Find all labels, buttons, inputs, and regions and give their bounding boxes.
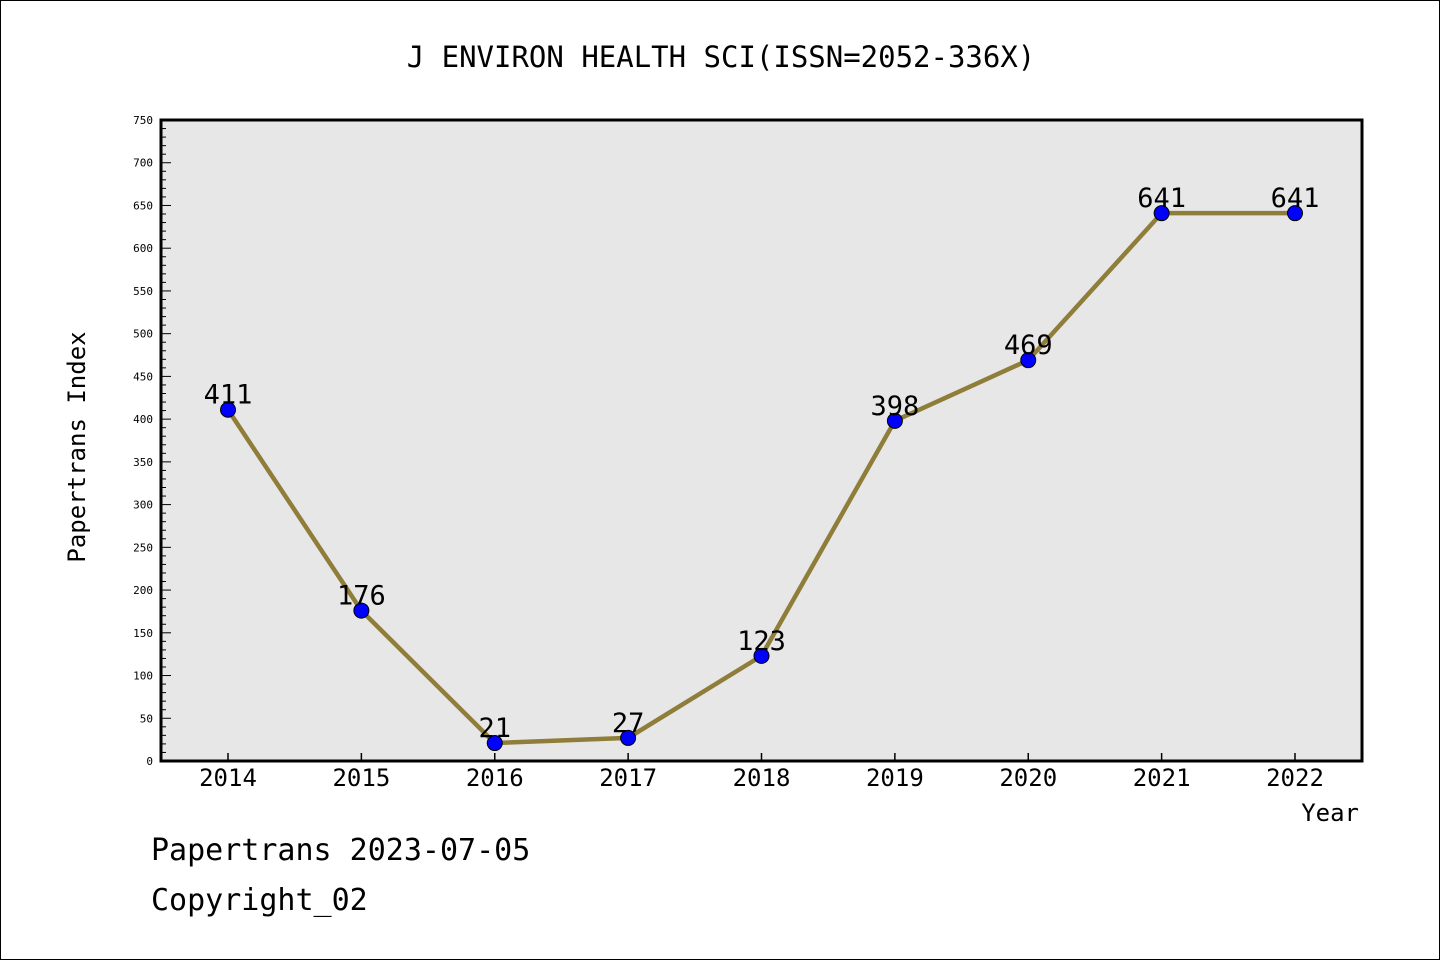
data-point <box>1153 205 1170 222</box>
y-axis: 0 50 100 150 200 250 300 350 400 450 500 550 600 650 7… <box>133 114 171 768</box>
data-point <box>620 729 637 746</box>
data-point <box>1287 205 1303 222</box>
plot-area <box>159 118 1364 763</box>
y-tick-label: 200 <box>133 584 153 597</box>
y-tick-label: 50 <box>140 712 153 725</box>
y-tick-label: 100 <box>133 670 153 683</box>
x-tick-label: 2016 <box>466 764 524 792</box>
data-labels: 411 176 21 27 123 398 469 641 641 <box>204 183 1320 744</box>
y-tick-label: 300 <box>133 499 153 512</box>
data-label: 469 <box>1004 330 1053 361</box>
data-point <box>486 735 503 752</box>
data-point <box>1020 352 1037 369</box>
data-point <box>220 401 236 418</box>
data-point <box>353 602 370 619</box>
data-point <box>886 412 903 429</box>
x-tick-label: 2017 <box>599 764 657 792</box>
y-tick-label: 0 <box>146 755 153 768</box>
data-label: 27 <box>612 708 645 739</box>
y-tick-label: 650 <box>133 199 153 212</box>
data-label: 411 <box>204 380 253 411</box>
data-point <box>753 647 770 664</box>
data-label: 398 <box>870 391 919 422</box>
data-label: 641 <box>1137 183 1186 214</box>
x-tick-label: 2019 <box>866 764 924 792</box>
y-tick-label: 500 <box>133 328 153 341</box>
data-points <box>220 205 1303 752</box>
y-axis-label: Papertrans Index <box>63 331 91 562</box>
footer-date: Papertrans 2023-07-05 <box>151 833 531 868</box>
data-label: 641 <box>1271 183 1320 214</box>
y-tick-label: 750 <box>133 114 153 127</box>
x-axis: 2014 2015 2016 2017 2018 2019 2020 2021 2022 <box>199 753 1324 792</box>
y-tick-label: 400 <box>133 413 153 426</box>
y-tick-label: 250 <box>133 541 153 554</box>
x-tick-label: 2022 <box>1266 764 1324 792</box>
data-label: 176 <box>337 581 386 612</box>
y-tick-label: 600 <box>133 242 153 255</box>
y-tick-label: 450 <box>133 370 153 383</box>
x-axis-label: Year <box>1301 799 1359 827</box>
y-tick-label: 700 <box>133 157 153 170</box>
y-tick-label: 550 <box>133 285 153 298</box>
x-tick-label: 2021 <box>1133 764 1191 792</box>
x-tick-label: 2014 <box>199 764 257 792</box>
y-tick-label: 150 <box>133 627 153 640</box>
x-tick-label: 2015 <box>332 764 390 792</box>
footer-copyright: Copyright_02 <box>151 883 368 918</box>
y-tick-label: 350 <box>133 456 153 469</box>
x-tick-label: 2018 <box>733 764 791 792</box>
data-label: 123 <box>737 626 786 657</box>
x-tick-label: 2020 <box>999 764 1057 792</box>
chart-title: J ENVIRON HEALTH SCI(ISSN=2052-336X) <box>407 40 1036 74</box>
data-label: 21 <box>478 713 511 744</box>
